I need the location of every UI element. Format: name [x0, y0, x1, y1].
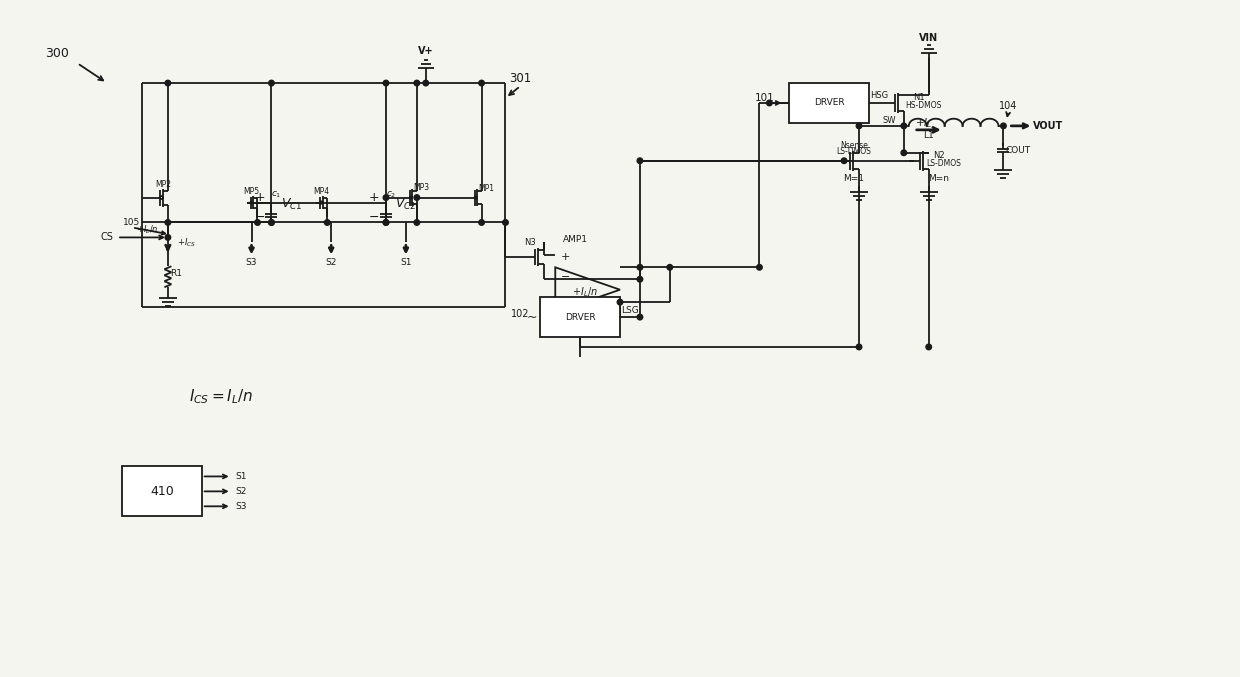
Circle shape	[414, 81, 419, 86]
Text: N3: N3	[525, 238, 536, 247]
Text: VIN: VIN	[919, 33, 939, 43]
Circle shape	[766, 100, 773, 106]
Text: $V_{C2}$: $V_{C2}$	[396, 197, 417, 212]
Text: $+I_L/n$: $+I_L/n$	[572, 285, 598, 299]
Circle shape	[383, 220, 389, 225]
Bar	[790, 83, 869, 123]
Text: S3: S3	[246, 258, 257, 267]
Circle shape	[479, 81, 485, 86]
Text: $c_2$: $c_2$	[386, 190, 396, 200]
Circle shape	[637, 158, 642, 164]
Text: SW: SW	[882, 116, 895, 125]
Text: +: +	[254, 191, 265, 204]
Circle shape	[841, 158, 847, 164]
Text: $+I_L/n$: $+I_L/n$	[135, 223, 159, 236]
Text: R1: R1	[170, 269, 182, 278]
Text: ~: ~	[527, 311, 538, 324]
Text: LS-DMOS: LS-DMOS	[926, 159, 961, 168]
Text: S2: S2	[236, 487, 247, 496]
Circle shape	[502, 220, 508, 225]
Text: VOUT: VOUT	[1033, 121, 1064, 131]
Text: −: −	[368, 211, 379, 224]
Circle shape	[637, 276, 642, 282]
Text: CS: CS	[100, 232, 114, 242]
Text: DRVER: DRVER	[813, 98, 844, 108]
Text: AMP1: AMP1	[563, 235, 588, 244]
Circle shape	[165, 220, 171, 225]
Circle shape	[901, 123, 906, 129]
Text: LSG: LSG	[621, 305, 639, 315]
Circle shape	[269, 220, 274, 225]
Circle shape	[383, 195, 389, 200]
Text: 301: 301	[510, 72, 532, 85]
Text: +: +	[368, 191, 379, 204]
Circle shape	[857, 344, 862, 350]
Text: N2: N2	[932, 151, 945, 160]
Circle shape	[325, 220, 330, 225]
Circle shape	[423, 81, 429, 86]
Text: Nsense: Nsense	[839, 141, 868, 150]
Text: $+I_{CS}$: $+I_{CS}$	[177, 236, 196, 248]
Bar	[541, 297, 620, 337]
Text: S3: S3	[236, 502, 247, 511]
Text: MP5: MP5	[243, 187, 259, 196]
Text: 104: 104	[999, 101, 1018, 111]
Text: +: +	[560, 253, 570, 262]
Circle shape	[414, 195, 419, 200]
Text: M=1: M=1	[843, 174, 864, 183]
Circle shape	[165, 81, 171, 86]
Text: MP2: MP2	[155, 180, 171, 189]
Text: $I_{CS}=I_L/n$: $I_{CS}=I_L/n$	[190, 387, 254, 406]
Bar	[122, 466, 202, 517]
Text: 101: 101	[754, 93, 774, 103]
Text: S1: S1	[236, 472, 247, 481]
Text: MP1: MP1	[479, 184, 495, 193]
Text: V+: V+	[418, 46, 434, 56]
Circle shape	[479, 220, 485, 225]
Circle shape	[254, 220, 260, 225]
Circle shape	[269, 220, 274, 225]
Text: HSG: HSG	[870, 91, 888, 100]
Circle shape	[618, 299, 622, 305]
Text: COUT: COUT	[1006, 146, 1030, 155]
Text: L1: L1	[924, 131, 934, 140]
Circle shape	[637, 265, 642, 270]
Text: −: −	[560, 272, 570, 282]
Text: 102: 102	[511, 309, 529, 319]
Circle shape	[383, 220, 389, 225]
Circle shape	[269, 81, 274, 86]
Text: N1: N1	[913, 93, 925, 102]
Circle shape	[637, 314, 642, 320]
Circle shape	[165, 235, 171, 240]
Text: $V_{C1}$: $V_{C1}$	[280, 197, 303, 212]
Circle shape	[926, 344, 931, 350]
Text: 105: 105	[124, 218, 140, 227]
Circle shape	[756, 265, 763, 270]
Text: LS-DMOS: LS-DMOS	[837, 148, 872, 156]
Text: HS-DMOS: HS-DMOS	[905, 102, 942, 110]
Circle shape	[667, 265, 672, 270]
Circle shape	[383, 81, 389, 86]
Text: M=n: M=n	[929, 174, 949, 183]
Text: $+I_L$: $+I_L$	[915, 116, 932, 130]
Circle shape	[857, 123, 862, 129]
Text: −: −	[254, 211, 264, 224]
Text: S2: S2	[326, 258, 337, 267]
Text: 300: 300	[46, 47, 69, 60]
Text: $c_1$: $c_1$	[272, 190, 281, 200]
Circle shape	[414, 220, 419, 225]
Text: DRVER: DRVER	[565, 313, 595, 322]
Text: S1: S1	[401, 258, 412, 267]
Text: MP4: MP4	[314, 187, 330, 196]
Circle shape	[1001, 123, 1006, 129]
Text: 410: 410	[150, 485, 174, 498]
Circle shape	[901, 150, 906, 156]
Text: MP3: MP3	[413, 183, 429, 192]
